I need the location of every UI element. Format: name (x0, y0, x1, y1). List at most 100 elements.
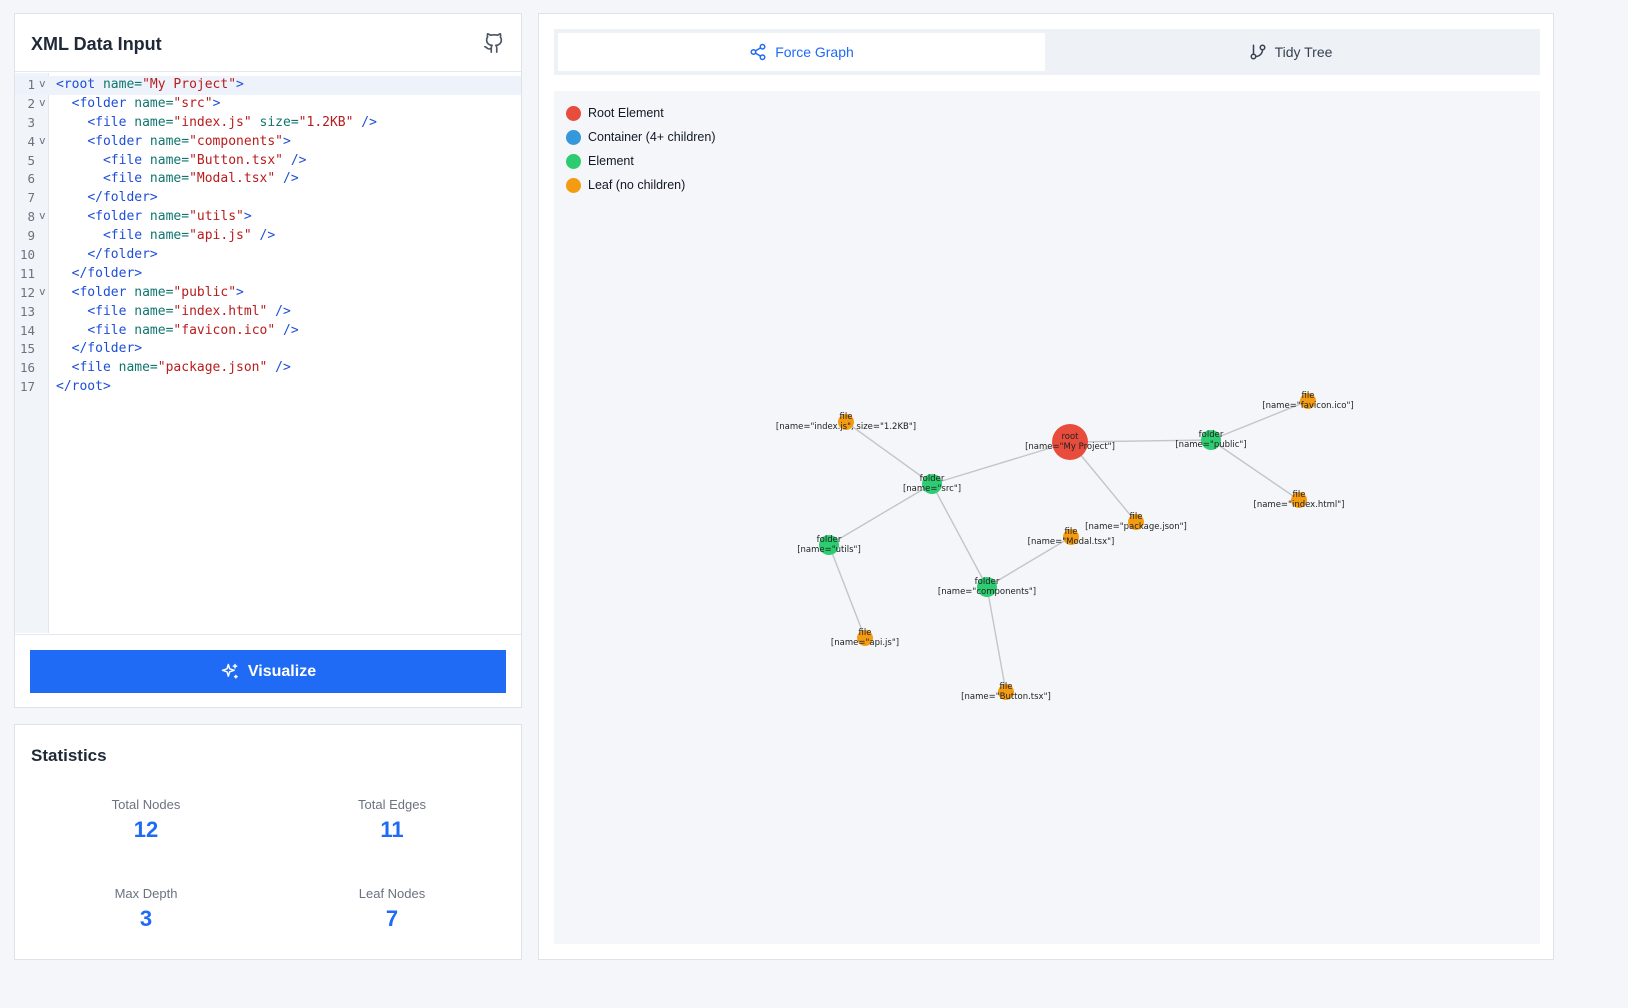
visualization-panel: Force Graph Tidy Tree root [name="My Proj… (538, 13, 1554, 960)
fold-chevron-icon[interactable]: v (39, 95, 46, 109)
code-token (56, 341, 72, 356)
statistics-title: Statistics (31, 746, 107, 765)
graph-node-circle[interactable] (1063, 529, 1079, 545)
code-line[interactable]: 9 <file name="api.js" /> (15, 227, 521, 246)
code-area[interactable]: 1 v <root name="My Project"> 2 v <folder nam… (15, 76, 521, 397)
code-token: /> (267, 360, 291, 376)
tab-tidy-tree[interactable]: Tidy Tree (1045, 33, 1536, 71)
line-number: 15 (19, 341, 35, 357)
github-icon[interactable] (483, 31, 505, 55)
code-token: "package.json" (157, 360, 268, 376)
line-number: 14 (19, 322, 35, 338)
force-graph-svg[interactable]: root[name="My Project"] folder[name="src"… (554, 91, 1540, 944)
code-token: <folder (87, 209, 143, 225)
code-token: > (212, 95, 221, 111)
graph-node-src[interactable]: folder[name="src"] (903, 474, 961, 494)
fold-chevron-icon[interactable]: v (39, 209, 46, 223)
code-token: "Modal.tsx" (189, 171, 276, 187)
graph-node-indexhtml[interactable]: file[name="index.html"] (1254, 490, 1345, 510)
graph-node-circle[interactable] (977, 577, 997, 597)
legend-swatch (566, 153, 581, 169)
code-token: size= (251, 114, 299, 130)
graph-node-indexjs[interactable]: file[name="index.js", size="1.2KB"] (776, 412, 916, 432)
graph-canvas[interactable]: root [name="My Project"] folder [name="src"… (554, 91, 1540, 944)
line-number: 8 (27, 209, 35, 225)
code-line[interactable]: 16 <file name="package.json" /> (15, 359, 521, 378)
graph-node-utils[interactable]: folder[name="utils"] (797, 535, 861, 555)
code-text: <file name="index.html" /> (56, 303, 291, 322)
graph-node-button[interactable]: file[name="Button.tsx"] (961, 682, 1051, 702)
code-line[interactable]: 13 <file name="index.html" /> (15, 303, 521, 322)
git-branch-icon (1250, 44, 1266, 60)
code-token: </root> (56, 379, 111, 395)
visualize-button[interactable]: Visualize (30, 650, 506, 693)
graph-node-components[interactable]: folder[name="components"] (938, 577, 1036, 597)
view-tabs: Force Graph Tidy Tree (554, 29, 1540, 75)
fold-chevron-icon[interactable]: v (39, 284, 46, 298)
legend-item: Element (566, 149, 716, 173)
graph-node-root[interactable]: root[name="My Project"] (1025, 424, 1115, 460)
code-line[interactable]: 12 v <folder name="public"> (15, 284, 521, 303)
code-token (56, 360, 72, 375)
legend-label: Element (588, 154, 634, 168)
graph-node-circle[interactable] (922, 474, 942, 494)
line-number: 12 (19, 284, 35, 300)
code-line[interactable]: 15 </folder> (15, 340, 521, 359)
graph-node-apijs[interactable]: file[name="api.js"] (831, 628, 899, 648)
code-token: /> (283, 152, 307, 168)
graph-node-circle[interactable] (857, 630, 873, 646)
legend-swatch (566, 177, 581, 193)
graph-node-attrs: [name="public"] (1175, 440, 1246, 450)
graph-edge (828, 483, 933, 546)
graph-node-circle[interactable] (1291, 492, 1307, 508)
code-line[interactable]: 3 <file name="index.js" size="1.2KB" /> (15, 114, 521, 133)
code-token: > (283, 133, 291, 149)
statistics-panel: Statistics Total Nodes 12 Total Edges 11… (14, 724, 522, 960)
graph-node-circle[interactable] (1300, 393, 1316, 409)
graph-node-attrs: [name="utils"] (797, 545, 861, 555)
code-line[interactable]: 11 </folder> (15, 265, 521, 284)
code-text: </folder> (56, 189, 158, 208)
code-line[interactable]: 6 <file name="Modal.tsx" /> (15, 170, 521, 189)
fold-chevron-icon[interactable]: v (39, 133, 46, 147)
code-token: /> (267, 303, 291, 319)
graph-node-package[interactable]: file[name="package.json"] (1085, 512, 1187, 532)
graph-edge (931, 441, 1071, 485)
code-line[interactable]: 7 </folder> (15, 189, 521, 208)
line-number-gutter (15, 73, 49, 633)
code-token: "1.2KB" (298, 114, 354, 130)
fold-chevron-icon[interactable]: v (39, 77, 46, 90)
graph-node-modal[interactable]: file[name="Modal.tsx"] (1028, 527, 1115, 547)
graph-node-circle[interactable] (1201, 430, 1221, 450)
graph-node-circle[interactable] (819, 535, 839, 555)
code-token: </folder> (87, 190, 158, 206)
code-line[interactable]: 14 <file name="favicon.ico" /> (15, 322, 521, 341)
stat-label: Total Edges (358, 797, 426, 812)
code-token: > (236, 284, 244, 300)
code-token: "index.js" (173, 114, 252, 130)
line-number: 10 (19, 247, 35, 263)
code-line[interactable]: 17 </root> (15, 378, 521, 397)
code-token: name= (142, 133, 190, 149)
legend-item: Leaf (no children) (566, 173, 716, 197)
line-number: 6 (27, 171, 35, 187)
code-token: /> (353, 114, 377, 130)
graph-node-circle[interactable] (1052, 424, 1088, 460)
code-line[interactable]: 1 v <root name="My Project"> (15, 76, 521, 95)
stat-label: Total Nodes (111, 797, 181, 812)
tab-tidy-tree-label: Tidy Tree (1274, 44, 1333, 60)
stat-value: 12 (133, 817, 159, 842)
graph-node-circle[interactable] (1128, 514, 1144, 530)
code-line[interactable]: 5 <file name="Button.tsx" /> (15, 152, 521, 171)
tab-force-graph[interactable]: Force Graph (558, 33, 1045, 71)
code-line[interactable]: 10 </folder> (15, 246, 521, 265)
sparkles-icon (221, 663, 238, 679)
xml-code-editor[interactable]: 1 v <root name="My Project"> 2 v <folder nam… (15, 73, 521, 633)
graph-node-circle[interactable] (838, 414, 854, 430)
graph-node-favicon[interactable]: file[name="favicon.ico"] (1262, 391, 1353, 411)
graph-node-public[interactable]: folder[name="public"] (1175, 430, 1247, 450)
graph-node-circle[interactable] (998, 684, 1014, 700)
